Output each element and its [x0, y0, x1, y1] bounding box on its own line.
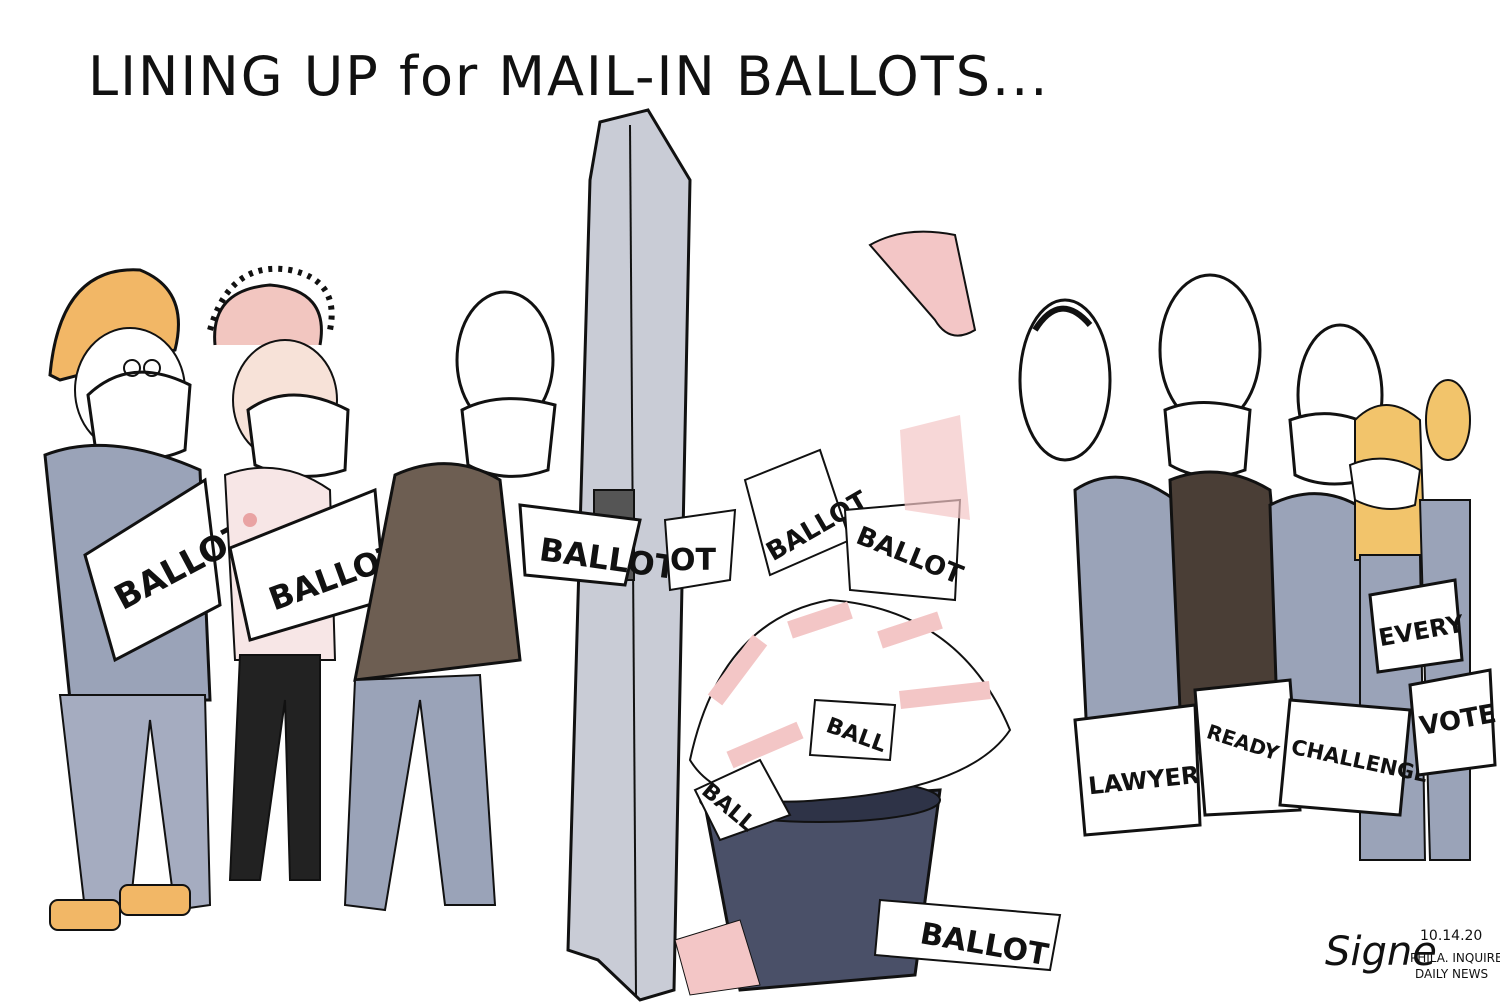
flying-ballots: OT BALLOT BALLOT	[663, 230, 977, 602]
signature-block: Signe 10.14.20 PHILA. INQUIRER DAILY NEW…	[1325, 928, 1500, 981]
publication-line-1: PHILA. INQUIRER	[1410, 951, 1500, 965]
publication-line-2: DAILY NEWS	[1415, 967, 1488, 981]
voter-hardhat: BALLOT	[43, 268, 257, 931]
ballot-exiting-text: OT	[670, 543, 717, 578]
voter-at-drop-box: BALLOT	[343, 290, 679, 912]
lawyers-group: LAWYERS READY TO... CHALLENGE EVERY VOTE	[1018, 273, 1499, 861]
artist-signature: Signe	[1325, 929, 1437, 975]
trash-bin: BALL BALL BALLOT	[674, 598, 1062, 996]
cartoon-date: 10.14.20	[1420, 928, 1482, 944]
cartoon-caption: LINING UP for MAIL-IN BALLOTS...	[88, 45, 1049, 108]
voter-curly-hair: BALLOT	[207, 265, 406, 881]
